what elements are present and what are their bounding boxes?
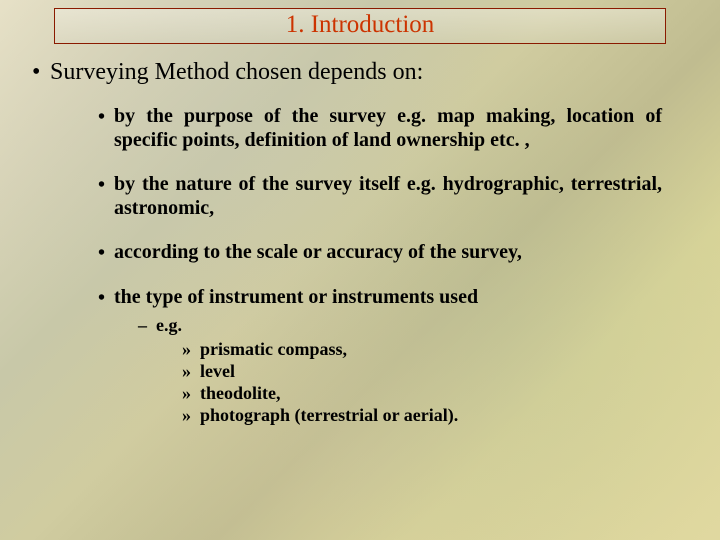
point-text: the type of instrument or instruments us… — [114, 285, 700, 309]
sub-list: – e.g. — [138, 314, 700, 336]
bullet-l1: • — [32, 58, 50, 86]
bullet-l4: » — [182, 338, 200, 360]
bullet-l2: • — [98, 240, 114, 265]
sub-item: – e.g. — [138, 314, 700, 336]
heading-row: • Surveying Method chosen depends on: — [32, 58, 700, 86]
bullet-l2: • — [98, 104, 114, 129]
points-list: • by the purpose of the survey e.g. map … — [98, 104, 700, 310]
point-text: by the nature of the survey itself e.g. … — [114, 172, 700, 220]
bullet-l2: • — [98, 285, 114, 310]
point-item: • by the nature of the survey itself e.g… — [98, 172, 700, 220]
bullet-l4: » — [182, 360, 200, 382]
slide-title: 1. Introduction — [286, 11, 435, 38]
bullet-l3: – — [138, 314, 156, 336]
instrument-text: theodolite, — [200, 382, 281, 404]
point-item: • the type of instrument or instruments … — [98, 285, 700, 310]
point-item: • by the purpose of the survey e.g. map … — [98, 104, 700, 152]
instrument-text: photograph (terrestrial or aerial). — [200, 404, 458, 426]
bullet-l4: » — [182, 382, 200, 404]
point-item: • according to the scale or accuracy of … — [98, 240, 700, 265]
instrument-text: level — [200, 360, 235, 382]
point-text: by the purpose of the survey e.g. map ma… — [114, 104, 700, 152]
instrument-item: » prismatic compass, — [182, 338, 700, 360]
bullet-row: • Surveying Method chosen depends on: — [32, 58, 700, 86]
instrument-item: » theodolite, — [182, 382, 700, 404]
slide: 1. Introduction • Surveying Method chose… — [0, 0, 720, 540]
instrument-text: prismatic compass, — [200, 338, 347, 360]
instruments-list: » prismatic compass, » level » theodolit… — [182, 338, 700, 426]
sub-label: e.g. — [156, 314, 182, 336]
heading-text: Surveying Method chosen depends on: — [50, 58, 423, 86]
instrument-item: » photograph (terrestrial or aerial). — [182, 404, 700, 426]
bullet-l2: • — [98, 172, 114, 197]
instrument-item: » level — [182, 360, 700, 382]
title-box: 1. Introduction — [54, 8, 666, 44]
bullet-l4: » — [182, 404, 200, 426]
point-text: according to the scale or accuracy of th… — [114, 240, 700, 264]
